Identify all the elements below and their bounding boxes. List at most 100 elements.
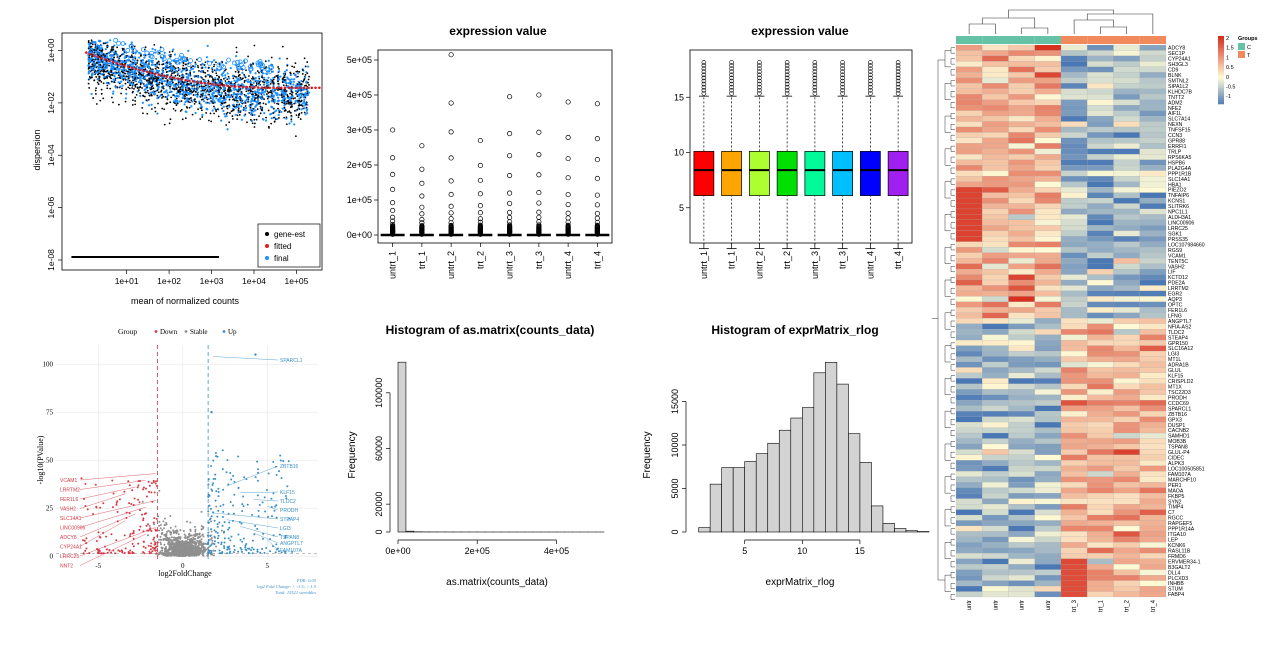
- gene-est-point: [99, 99, 102, 102]
- final-point: [277, 113, 280, 116]
- final-point: [289, 96, 292, 100]
- gene-est-point: [93, 79, 96, 82]
- box2-outlier: [729, 81, 734, 87]
- heatmap-cell: [1008, 115, 1035, 122]
- final-outlier-point: [238, 62, 244, 68]
- gene-est-point: [140, 54, 143, 56]
- up-point: [240, 522, 243, 525]
- gene-est-point: [175, 97, 178, 100]
- heatmap-row-dendrogram-branch: [950, 495, 955, 502]
- gene-est-point: [126, 54, 128, 57]
- up-point: [207, 534, 210, 537]
- box2-outlier: [784, 69, 790, 75]
- final-point: [178, 100, 181, 103]
- box2-outlier: [757, 81, 762, 87]
- box2-outlier: [840, 60, 845, 65]
- final-point: [247, 92, 250, 95]
- down-point: [120, 549, 123, 552]
- up-point: [216, 523, 219, 526]
- box1-outlier: [448, 223, 454, 229]
- volcano-legend-marker: [222, 330, 226, 333]
- final-point: [273, 100, 276, 103]
- gene-est-point: [109, 51, 112, 53]
- heatmap-cell: [1008, 55, 1035, 62]
- gene-est-point: [206, 69, 209, 72]
- heatmap-row-dendrogram-branch: [950, 298, 955, 305]
- box2-outlier: [868, 63, 873, 68]
- gene-est-point: [130, 54, 133, 57]
- up-point: [210, 549, 213, 552]
- stable-point: [198, 532, 201, 535]
- hist-y-tick-label: 100000: [374, 378, 384, 408]
- up-point: [213, 535, 216, 538]
- gene-est-point: [243, 73, 246, 76]
- gene-est-point: [96, 47, 99, 50]
- gene-est-point: [95, 49, 98, 52]
- gene-est-point: [104, 42, 107, 45]
- final-point: [163, 51, 166, 54]
- box1-outlier: [477, 203, 483, 209]
- down-point: [154, 482, 157, 485]
- final-point: [215, 97, 218, 100]
- hist2-ylabel: Frequency: [642, 431, 653, 478]
- final-point: [192, 70, 196, 74]
- gene-est-point: [265, 66, 268, 68]
- final-point: [177, 84, 180, 87]
- final-point: [246, 87, 250, 91]
- gene-est-point: [134, 77, 137, 80]
- final-point: [107, 51, 110, 55]
- gene-est-point: [200, 93, 203, 96]
- down-point: [138, 528, 141, 531]
- final-point: [194, 111, 197, 115]
- up-point: [207, 543, 210, 546]
- stable-point: [159, 535, 162, 538]
- fitted-point: [226, 84, 229, 88]
- heatmap-row-dendrogram-branch: [944, 542, 951, 559]
- gene-est-point: [276, 102, 278, 105]
- gene-est-point: [249, 89, 251, 91]
- gene-est-point: [113, 81, 116, 84]
- gene-est-point: [95, 61, 98, 64]
- final-point: [283, 80, 286, 83]
- heatmap-row-dendrogram-branch: [944, 279, 951, 297]
- fitted-point: [276, 86, 279, 90]
- volcano-label-down: FER1L6: [60, 497, 79, 503]
- gene-est-point: [233, 82, 236, 85]
- gene-est-point: [238, 89, 240, 91]
- box1-outlier: [565, 134, 571, 140]
- box2-outlier: [812, 87, 818, 93]
- final-point: [134, 74, 137, 77]
- gene-est-point: [289, 106, 292, 109]
- final-point: [147, 60, 151, 64]
- down-point: [150, 542, 153, 545]
- volcano-label-connector: [79, 533, 146, 566]
- final-point: [189, 69, 192, 72]
- box2-outlier: [701, 63, 707, 68]
- volcano-label-up: LGI3: [280, 526, 291, 532]
- gene-est-point: [177, 81, 180, 84]
- box2-outlier: [840, 63, 845, 68]
- down-point: [150, 552, 153, 555]
- final-point: [177, 72, 180, 75]
- up-point: [252, 548, 255, 551]
- final-outlier-point: [258, 61, 264, 67]
- up-point: [222, 503, 225, 506]
- heatmap-cell: [1087, 115, 1114, 122]
- gene-est-point: [170, 96, 173, 99]
- final-point: [250, 97, 254, 100]
- heatmap-cell: [1060, 88, 1088, 95]
- volcano-label-up: ZBTB16: [280, 464, 299, 470]
- down-point: [138, 501, 141, 504]
- gene-est-point: [95, 93, 97, 95]
- final-point: [118, 67, 121, 70]
- stable-point: [171, 548, 174, 551]
- final-point: [276, 117, 279, 121]
- box2-outlier: [729, 60, 734, 65]
- up-point: [278, 550, 281, 553]
- up-point: [209, 545, 212, 548]
- gene-est-point: [263, 98, 266, 101]
- volcano-legend-label: Stable: [190, 328, 208, 336]
- final-point: [223, 112, 226, 116]
- box2-outlier: [729, 87, 734, 93]
- final-point: [196, 95, 199, 98]
